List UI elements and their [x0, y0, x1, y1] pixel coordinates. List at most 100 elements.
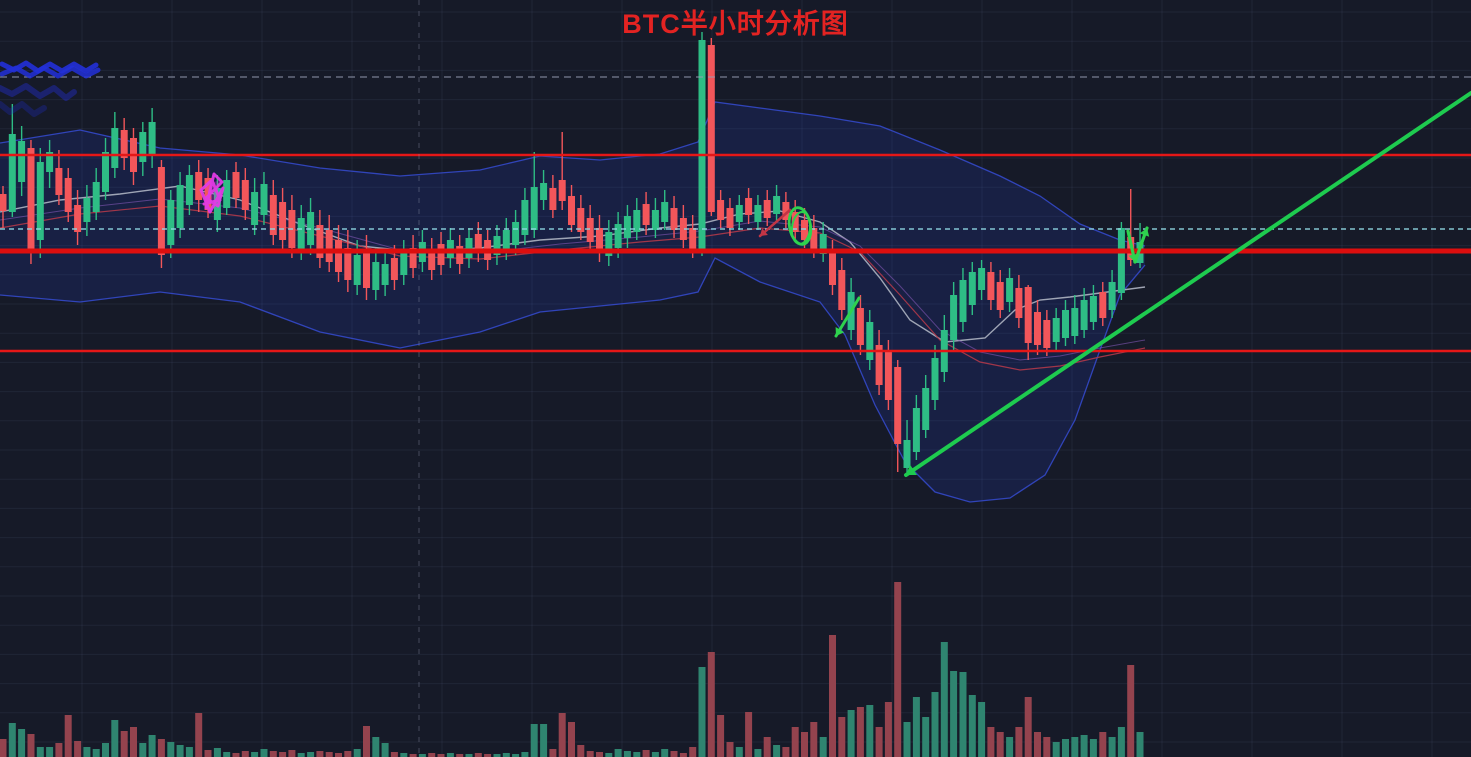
volume-bar [27, 734, 35, 757]
candle-body [605, 232, 613, 256]
volume-bar [418, 754, 426, 757]
candle-body [726, 208, 734, 228]
volume-bar [55, 743, 63, 757]
candle-body [651, 210, 659, 230]
volume-bar [791, 727, 799, 757]
volume-bar [875, 727, 883, 757]
volume-bar [502, 753, 510, 757]
candle-body [195, 172, 203, 200]
candle-body [269, 195, 277, 235]
volume-bar [111, 720, 119, 757]
volume-bar [390, 752, 398, 757]
volume-bar [642, 750, 650, 757]
volume-bar [521, 752, 529, 757]
volume-bar [241, 751, 249, 757]
candle-body [502, 230, 510, 250]
candle-body [74, 205, 82, 232]
volume-bar [651, 752, 659, 757]
candle-body [0, 194, 7, 211]
candle-body [586, 218, 594, 242]
volume-bar [167, 742, 175, 757]
volume-bar [623, 751, 631, 757]
volume-bar [1127, 665, 1135, 757]
candle-body [46, 152, 54, 172]
candle-body [176, 185, 184, 228]
volume-bar [773, 745, 781, 757]
ascending-trendline-head [906, 464, 917, 475]
volume-bar [157, 739, 165, 757]
volume-bar [903, 722, 911, 757]
candle-body [335, 240, 342, 272]
volume-bar [288, 750, 296, 757]
volume-bar [698, 667, 706, 757]
volume-bar [978, 702, 986, 757]
bollinger-upper-line [0, 101, 1146, 247]
volume-bar [493, 754, 501, 757]
candle-body [829, 252, 836, 285]
candle-body [381, 264, 389, 285]
volume-bar [353, 749, 361, 757]
volume-bar [120, 731, 128, 757]
volume-bar [670, 751, 678, 757]
volume-bar [409, 754, 417, 757]
candle-body [521, 200, 529, 235]
candle-body [148, 122, 156, 155]
candle-body [661, 202, 669, 222]
volume-bar [745, 712, 753, 757]
candle-body [1117, 228, 1125, 293]
candle-body [614, 224, 622, 248]
candle-body [1080, 300, 1088, 330]
candle-body [1043, 320, 1051, 348]
volume-bar [847, 710, 855, 757]
volume-bar [8, 723, 16, 757]
candle-body [679, 218, 687, 240]
candle-body [735, 205, 743, 222]
candle-body [232, 172, 240, 198]
volume-bar [64, 715, 72, 757]
candle-body [782, 202, 790, 220]
candle-body [978, 268, 986, 290]
volume-bar [549, 749, 557, 757]
volume-bar [1052, 742, 1060, 757]
volume-bar [18, 729, 26, 757]
volume-bar [679, 753, 687, 757]
volume-bar [344, 751, 352, 757]
candle-body [111, 128, 119, 168]
volume-bar [74, 741, 82, 757]
volume-bar [223, 752, 231, 757]
volume-bar [1071, 737, 1079, 757]
candle-body [866, 322, 874, 360]
volume-bar [484, 754, 492, 757]
candle-body [875, 345, 883, 385]
volume-bar [801, 732, 808, 757]
candle-body [167, 200, 175, 245]
candle-body [139, 132, 147, 162]
candle-body [717, 200, 725, 220]
magenta-highlight-scribble [199, 172, 225, 214]
candle-body [64, 178, 72, 212]
candle-body [922, 388, 930, 430]
volume-bar [810, 722, 818, 757]
candle-body [596, 228, 603, 252]
volume-bar [894, 582, 902, 757]
volume-bar [754, 749, 762, 757]
volume-bar [148, 735, 156, 757]
volume-bar [1015, 727, 1023, 757]
candle-body [1034, 312, 1041, 345]
candle-body [558, 180, 566, 201]
volume-bar [540, 724, 548, 757]
volume-bar [717, 715, 725, 757]
candle-body [884, 352, 892, 400]
volume-bar [195, 713, 203, 757]
volume-bar [307, 752, 315, 757]
volume-bar [465, 754, 473, 757]
volume-bar [1006, 737, 1014, 757]
candle-body [763, 200, 771, 218]
volume-bar [829, 635, 836, 757]
candle-body [83, 198, 91, 222]
volume-bar [130, 727, 137, 757]
candle-body [968, 272, 976, 305]
volume-bar [726, 742, 734, 757]
volume-bar [437, 754, 445, 757]
